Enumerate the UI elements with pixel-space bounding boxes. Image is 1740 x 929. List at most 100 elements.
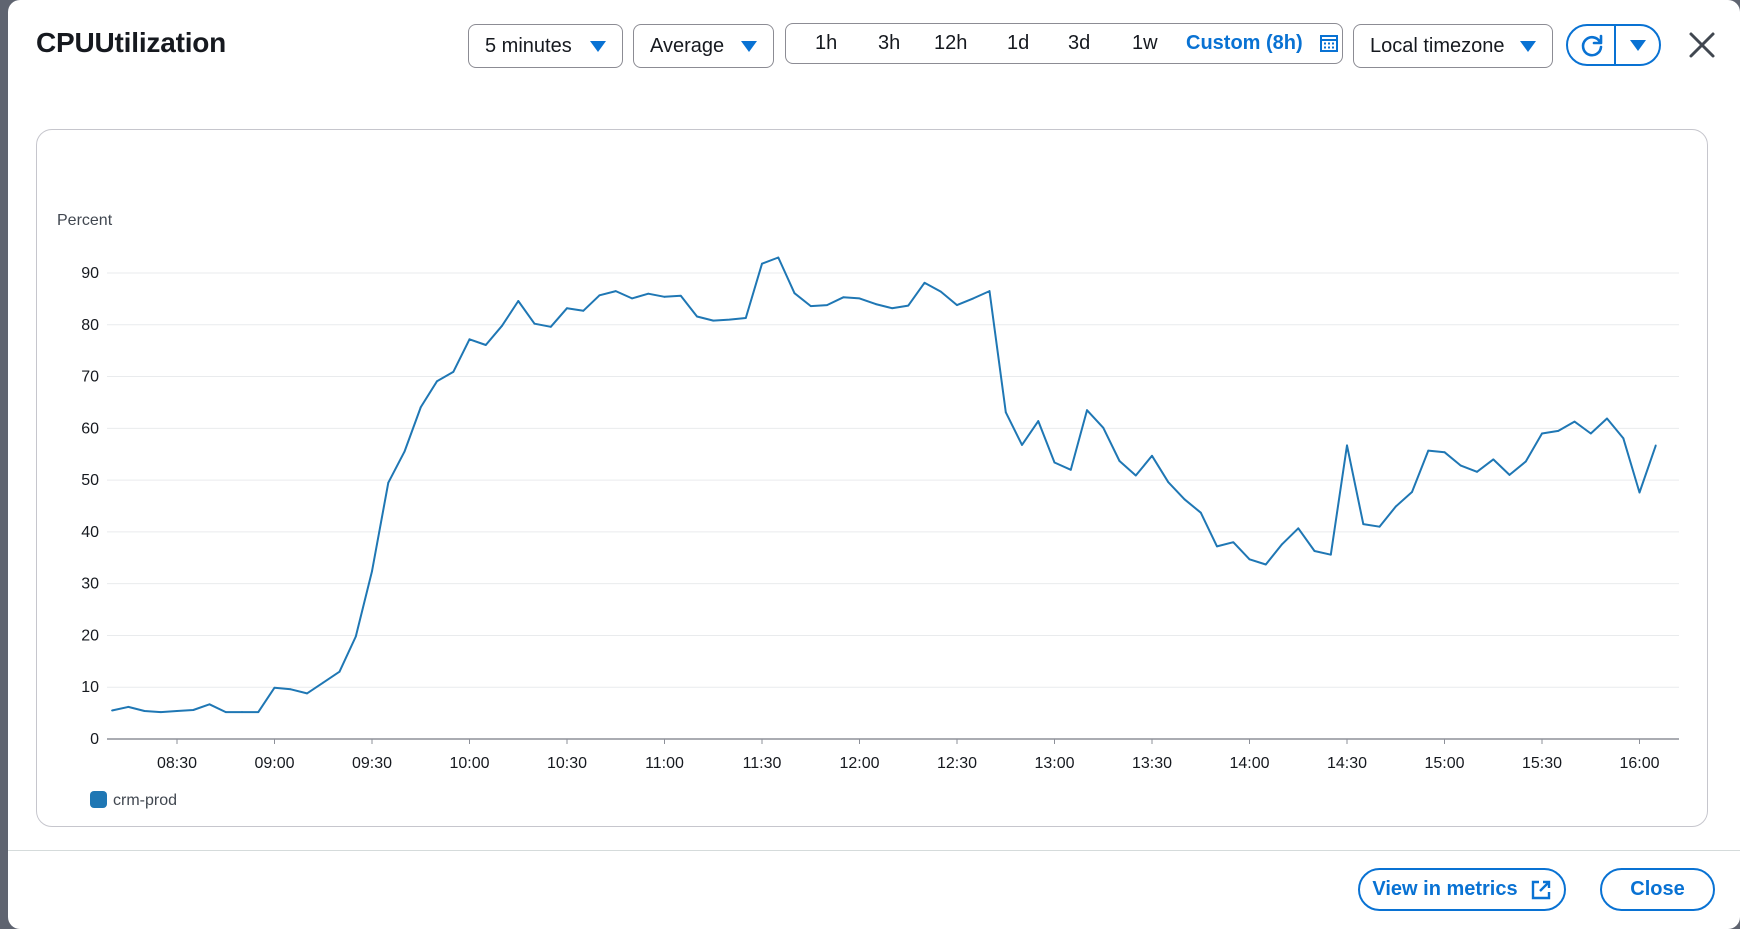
close-button[interactable]: Close xyxy=(1600,868,1715,911)
x-tick-label: 14:30 xyxy=(1327,755,1367,772)
series-layer xyxy=(111,256,1657,714)
data-point xyxy=(419,406,422,409)
data-point xyxy=(403,450,406,453)
data-point xyxy=(1037,420,1040,422)
close-icon[interactable] xyxy=(1687,30,1717,60)
data-point xyxy=(452,370,455,373)
data-point xyxy=(224,711,227,713)
data-point xyxy=(663,295,666,298)
data-point xyxy=(1053,461,1056,464)
data-point xyxy=(1281,543,1283,546)
data-point xyxy=(533,322,536,325)
line-chart: Percent 0 10 20 30 40 50 60 70 80 90 08:30 09:00 09… xyxy=(57,212,1679,809)
data-point xyxy=(127,705,130,708)
data-point xyxy=(809,305,812,308)
data-point xyxy=(761,262,763,265)
data-point xyxy=(793,292,796,295)
range-1w[interactable]: 1w xyxy=(1132,32,1158,54)
range-3h[interactable]: 3h xyxy=(878,32,901,54)
footer-divider xyxy=(8,850,1740,851)
data-point xyxy=(1086,409,1088,412)
data-point xyxy=(159,711,162,713)
data-point xyxy=(241,711,243,713)
data-point xyxy=(598,294,601,297)
x-tick-label: 08:30 xyxy=(157,755,197,772)
refresh-options-caret-icon[interactable] xyxy=(1630,40,1646,51)
data-point xyxy=(679,294,682,297)
data-point xyxy=(1248,558,1251,561)
data-point xyxy=(371,570,373,573)
data-point xyxy=(858,297,861,300)
caret-down-icon xyxy=(741,40,757,52)
data-point xyxy=(1313,550,1316,552)
data-point xyxy=(1492,458,1495,461)
data-point xyxy=(1638,491,1641,494)
refresh-icon[interactable] xyxy=(1579,33,1605,59)
data-point xyxy=(354,635,357,638)
data-point xyxy=(176,710,178,712)
x-tick-label: 09:00 xyxy=(254,755,294,772)
data-point xyxy=(874,303,877,305)
data-point xyxy=(1622,437,1625,440)
legend-label: crm-prod xyxy=(113,792,177,809)
data-point xyxy=(1589,432,1592,435)
calendar-icon[interactable] xyxy=(1320,34,1338,52)
x-axis-ticks: 08:30 09:00 09:30 10:00 10:30 11:00 11:30 12:00… xyxy=(157,739,1660,772)
statistic-label: Average xyxy=(650,34,725,57)
view-in-metrics-button[interactable]: View in metrics xyxy=(1358,868,1566,911)
data-point xyxy=(306,692,308,695)
data-point xyxy=(143,710,146,712)
data-point xyxy=(549,325,552,328)
x-tick-label: 16:00 xyxy=(1619,755,1659,772)
range-1h[interactable]: 1h xyxy=(815,32,838,54)
refresh-button-group xyxy=(1566,24,1661,66)
divider xyxy=(1614,26,1616,64)
period-label: 5 minutes xyxy=(485,34,572,57)
grid xyxy=(107,272,1679,740)
x-tick-label: 12:30 xyxy=(937,755,977,772)
time-range-selector: 1h 3h 12h 1d 3d 1w Custom (8h) xyxy=(785,23,1343,64)
period-dropdown[interactable]: 5 minutes xyxy=(468,24,623,68)
data-point xyxy=(484,344,487,346)
legend[interactable]: crm-prod xyxy=(90,791,177,809)
range-1d[interactable]: 1d xyxy=(1007,32,1030,54)
statistic-dropdown[interactable]: Average xyxy=(633,24,774,68)
x-tick-label: 13:30 xyxy=(1132,755,1172,772)
data-point xyxy=(1151,454,1153,457)
timezone-dropdown[interactable]: Local timezone xyxy=(1353,24,1553,68)
data-point xyxy=(1378,525,1381,528)
data-point xyxy=(1134,474,1137,477)
y-tick-label: 90 xyxy=(81,265,99,282)
range-3d[interactable]: 3d xyxy=(1068,32,1091,54)
y-tick-label: 50 xyxy=(81,472,99,489)
page-title: CPUUtilization xyxy=(36,27,227,58)
view-in-metrics-label: View in metrics xyxy=(1372,878,1518,900)
data-point xyxy=(582,309,585,312)
range-12h[interactable]: 12h xyxy=(934,32,968,54)
x-tick-label: 10:30 xyxy=(547,755,587,772)
timezone-label: Local timezone xyxy=(1370,34,1505,57)
data-point xyxy=(517,300,520,302)
data-point xyxy=(1264,563,1267,566)
data-point xyxy=(501,324,503,327)
data-point xyxy=(273,686,276,689)
data-point xyxy=(631,297,633,300)
y-tick-label: 70 xyxy=(81,369,99,386)
data-point xyxy=(1508,474,1511,476)
modal: CPUUtilization 5 minutes Average 1h 3h 1… xyxy=(8,0,1740,929)
external-link-icon xyxy=(1531,880,1550,899)
series-line-crm-prod xyxy=(111,256,1657,714)
range-custom[interactable]: Custom (8h) xyxy=(1186,32,1303,54)
data-point xyxy=(1346,444,1348,447)
x-tick-label: 09:30 xyxy=(352,755,392,772)
x-tick-label: 11:00 xyxy=(645,755,684,772)
data-point xyxy=(111,709,113,712)
data-point xyxy=(1183,498,1186,501)
data-point xyxy=(208,703,211,706)
data-point xyxy=(1118,460,1121,462)
data-point xyxy=(1654,444,1657,447)
data-point xyxy=(1606,417,1608,420)
data-point xyxy=(647,292,650,295)
x-tick-label: 12:00 xyxy=(839,755,879,772)
data-point xyxy=(939,290,942,293)
